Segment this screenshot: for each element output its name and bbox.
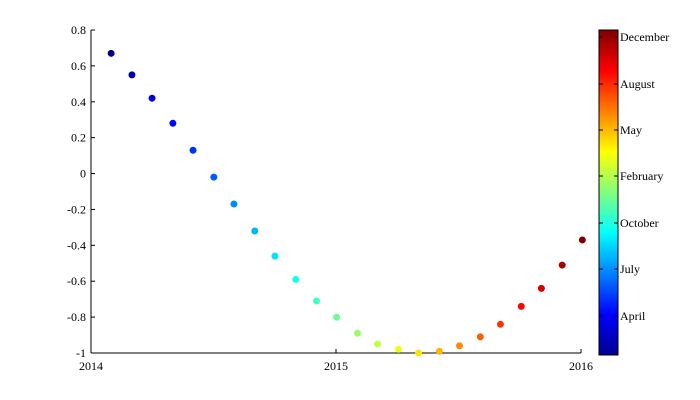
colorbar-label: August [620, 77, 655, 91]
y-tick-label: -0.4 [67, 238, 86, 252]
data-point [394, 345, 402, 353]
x-tick-label: 2014 [79, 359, 103, 373]
data-point [169, 119, 177, 127]
data-point [271, 252, 279, 260]
data-point [415, 349, 423, 357]
data-point [148, 94, 156, 102]
y-tick-label: 0.8 [71, 23, 86, 37]
data-point [251, 227, 259, 235]
data-point [558, 261, 566, 269]
x-ticks: 2014 2015 2016 [79, 349, 593, 373]
y-tick-label: 0.6 [71, 59, 86, 73]
y-tick-label: -1 [76, 346, 86, 360]
colorbar-gradient [598, 29, 619, 356]
colorbar: December August May February October July Apri… [598, 29, 669, 356]
y-tick-label: -0.8 [67, 310, 86, 324]
data-point [537, 284, 545, 292]
data-point [128, 71, 136, 79]
scatter-points [107, 49, 586, 357]
data-point [292, 275, 300, 283]
y-tick-label: -0.6 [67, 274, 86, 288]
y-tick-label: 0.4 [71, 95, 86, 109]
colorbar-label: April [620, 309, 646, 323]
data-point [578, 236, 586, 244]
colorbar-label: February [620, 169, 663, 183]
colorbar-label: December [620, 30, 669, 44]
x-tick-label: 2016 [569, 359, 593, 373]
data-point [189, 146, 197, 154]
data-point [476, 333, 484, 341]
data-point [313, 297, 321, 305]
data-point [230, 200, 238, 208]
y-tick-label: 0 [80, 167, 86, 181]
data-point [353, 329, 361, 337]
data-point [333, 313, 341, 321]
colorbar-label: July [620, 262, 640, 276]
data-point [517, 302, 525, 310]
colorbar-label: October [620, 216, 659, 230]
data-point [210, 173, 218, 181]
y-tick-label: 0.2 [71, 131, 86, 145]
data-point [374, 340, 382, 348]
plot-area: 0.8 0.6 0.4 0.2 0 -0.2 -0.4 -0.6 -0.8 -1 2014 2015… [67, 23, 593, 373]
y-ticks: 0.8 0.6 0.4 0.2 0 -0.2 -0.4 -0.6 -0.8 -1 [67, 23, 95, 360]
data-point [435, 347, 443, 355]
colorbar-label: May [620, 123, 642, 137]
data-point [496, 320, 504, 328]
x-tick-label: 2015 [324, 359, 348, 373]
data-point [456, 342, 464, 350]
y-tick-label: -0.2 [67, 202, 86, 216]
colorbar-labels: December August May February October July Apri… [599, 30, 669, 323]
data-point [107, 49, 115, 57]
